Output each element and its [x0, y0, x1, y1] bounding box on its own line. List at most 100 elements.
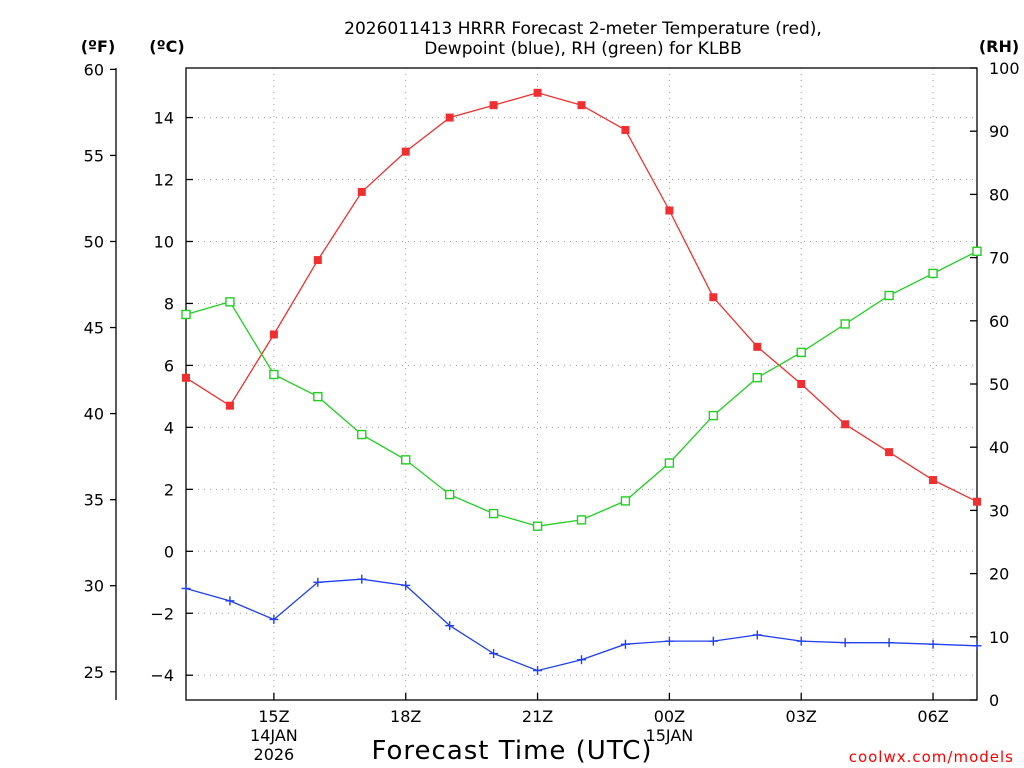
- rh-tick-label: 10: [989, 628, 1009, 647]
- x-tick-label: 18Z: [390, 707, 421, 726]
- dewpoint-point: [708, 636, 718, 646]
- celsius-tick-label: 4: [164, 418, 174, 437]
- dewpoint-point: [533, 666, 543, 676]
- rh-series-line: [185, 250, 978, 527]
- rh-point: [620, 496, 631, 506]
- rh-tick-label: 90: [989, 122, 1009, 141]
- credit-link[interactable]: coolwx.com/models: [849, 748, 1014, 766]
- series-layer: [181, 88, 982, 676]
- fahrenheit-tick-label: 35: [84, 491, 104, 510]
- celsius-tick-label: 6: [164, 356, 174, 375]
- dewpoint-point: [225, 596, 235, 606]
- temperature-point: [665, 206, 674, 215]
- x-tick-label: 03Z: [786, 707, 817, 726]
- rh-point: [269, 369, 279, 380]
- temperature-point: [401, 147, 410, 156]
- dewpoint-point: [752, 630, 762, 640]
- temperature-point: [621, 125, 630, 134]
- temperature-point: [841, 420, 850, 429]
- temperature-point: [753, 342, 762, 351]
- fahrenheit-unit-label: (ºF): [81, 37, 116, 56]
- chart-title-line1: 2026011413 HRRR Forecast 2-meter Tempera…: [344, 19, 822, 39]
- labels-layer: −4 −2 0 2 4 6 8 10 12 14 25 30 35 40 45 50 55 60 0 10 20 30 40…: [84, 59, 1020, 764]
- rh-tick-label: 20: [989, 565, 1009, 584]
- rh-unit-label: (RH): [979, 37, 1019, 56]
- fahrenheit-tick-label: 60: [84, 60, 104, 79]
- rh-point: [972, 246, 982, 256]
- grid-layer: [186, 68, 977, 700]
- dewpoint-point: [620, 639, 630, 649]
- x-tick-date: 14JAN: [250, 726, 298, 745]
- temperature-point: [269, 330, 278, 339]
- x-tick-label: 21Z: [522, 707, 553, 726]
- temperature-point: [225, 401, 234, 410]
- temperature-point: [489, 101, 498, 110]
- fahrenheit-tick-label: 45: [84, 319, 104, 338]
- x-tick-label: 06Z: [917, 707, 948, 726]
- rh-tick-label: 40: [989, 438, 1009, 457]
- celsius-tick-label: −2: [150, 604, 174, 623]
- rh-tick-label: 100: [989, 59, 1020, 78]
- celsius-tick-label: −4: [150, 666, 174, 685]
- rh-tick-label: 60: [989, 312, 1009, 331]
- dewpoint-point: [401, 580, 411, 590]
- rh-point: [225, 297, 235, 307]
- dewpoint-point: [840, 638, 850, 648]
- temperature-point: [973, 497, 981, 506]
- celsius-unit-label: (ºC): [149, 37, 184, 56]
- x-tick-year: 2026: [254, 745, 295, 764]
- x-tick-label: 00Z: [654, 707, 685, 726]
- fahrenheit-tick-label: 50: [84, 232, 104, 251]
- rh-point: [708, 410, 719, 421]
- rh-tick-label: 50: [989, 375, 1009, 394]
- dewpoint-point: [928, 639, 938, 649]
- rh-point: [752, 372, 762, 383]
- temperature-point: [929, 476, 938, 485]
- temperature-point: [797, 380, 806, 388]
- rh-point: [576, 515, 587, 525]
- celsius-tick-label: 14: [154, 109, 174, 128]
- fahrenheit-tick-label: 25: [84, 663, 104, 682]
- fahrenheit-tick-label: 30: [84, 577, 104, 596]
- temperature-point: [357, 187, 366, 196]
- rh-point: [357, 429, 367, 440]
- celsius-tick-label: 8: [164, 294, 174, 313]
- x-tick-label: 15Z: [258, 707, 289, 726]
- rh-point: [884, 290, 894, 301]
- dewpoint-point: [357, 574, 367, 584]
- rh-point: [313, 391, 323, 402]
- dewpoint-point: [269, 614, 279, 624]
- temperature-point: [445, 113, 454, 122]
- celsius-tick-label: 2: [164, 480, 174, 499]
- rh-tick-label: 0: [989, 691, 999, 710]
- dewpoint-point: [664, 636, 674, 646]
- temperature-series-line: [185, 92, 978, 503]
- temperature-point: [313, 256, 322, 265]
- rh-point: [664, 458, 675, 468]
- fahrenheit-tick-label: 55: [84, 146, 104, 165]
- temperature-point: [709, 293, 718, 302]
- rh-point: [181, 309, 191, 320]
- rh-point: [840, 319, 850, 329]
- celsius-tick-label: 10: [154, 232, 174, 251]
- rh-point: [796, 347, 806, 358]
- x-axis-title: Forecast Time (UTC): [371, 736, 652, 766]
- dewpoint-point: [577, 655, 586, 665]
- chart-title-line2: Dewpoint (blue), RH (green) for KLBB: [424, 39, 742, 59]
- dewpoint-point: [972, 641, 982, 651]
- dewpoint-point: [884, 638, 894, 648]
- temperature-point: [182, 373, 190, 382]
- plot-frame: [185, 67, 978, 701]
- celsius-tick-label: 0: [164, 542, 174, 561]
- temperature-point: [577, 101, 586, 110]
- rh-point: [401, 455, 411, 465]
- dewpoint-point: [489, 649, 499, 659]
- fahrenheit-tick-label: 40: [84, 405, 104, 424]
- rh-tick-label: 80: [989, 185, 1009, 204]
- celsius-tick-label: 12: [154, 171, 174, 190]
- dewpoint-point: [445, 621, 455, 631]
- temperature-point: [885, 448, 894, 457]
- x-tick-date: 15JAN: [646, 726, 694, 745]
- dewpoint-point: [313, 577, 323, 587]
